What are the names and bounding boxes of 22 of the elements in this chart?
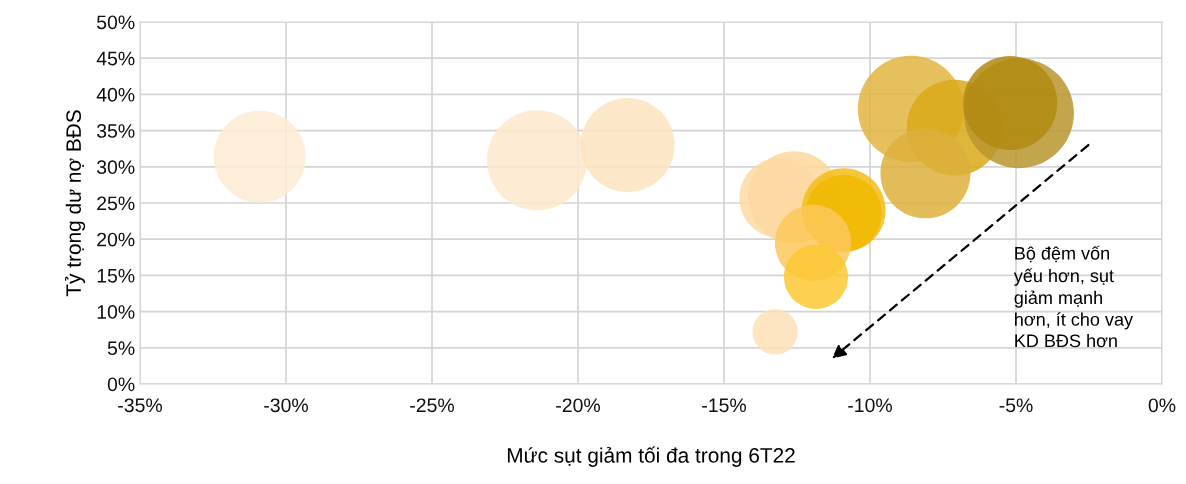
- annotation: Bộ đệm vốn yếu hơn, sụt giảm mạnh hơn, ít cho vay KD BĐS hơn: [1013, 245, 1134, 348]
- x-tick-label: -25%: [410, 398, 455, 413]
- y-tick-label: 40%: [96, 87, 135, 102]
- y-tick-label: 30%: [96, 160, 135, 175]
- x-tick-label: -20%: [556, 398, 601, 413]
- y-tick-label: 0%: [107, 377, 135, 392]
- x-tick-label: -35%: [118, 398, 163, 413]
- x-axis-title: Mức sụt giảm tối đa trong 6T22: [507, 446, 795, 467]
- y-tick-label: 5%: [107, 341, 135, 356]
- y-tick-label: 35%: [96, 124, 135, 138]
- y-tick-label: 25%: [97, 196, 135, 211]
- x-tick-label: -15%: [702, 398, 747, 413]
- y-tick-label: 10%: [97, 305, 135, 319]
- y-tick-label: 15%: [97, 268, 135, 283]
- x-tick-label: 0%: [1148, 398, 1176, 413]
- x-tick-label: -10%: [848, 398, 893, 413]
- y-axis-title: Tỷ trọng dư nợ BĐS: [65, 110, 86, 297]
- x-tick-label: -30%: [264, 398, 309, 413]
- x-tick-label: -5%: [999, 398, 1033, 413]
- y-tick-label: 45%: [96, 51, 135, 66]
- y-tick-label: 50%: [97, 15, 135, 30]
- y-tick-label: 20%: [97, 232, 135, 247]
